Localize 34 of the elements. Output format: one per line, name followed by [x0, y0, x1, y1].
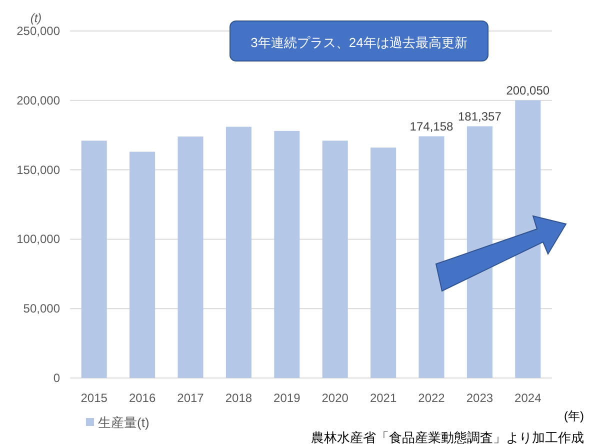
annotation: 3年連続プラス、24年は過去最高更新: [250, 35, 468, 50]
x-tick-label: 2015: [80, 391, 108, 405]
bar: [322, 140, 348, 378]
x-tick-label: 2016: [128, 391, 156, 405]
bar: [81, 140, 107, 378]
x-tick-label: 2022: [418, 391, 446, 405]
y-tick-label: 250,000: [16, 24, 60, 38]
x-tick-label: 2021: [370, 391, 397, 405]
y-tick-label: 50,000: [23, 302, 60, 316]
x-tick-label: 2024: [514, 391, 542, 405]
x-axis-title: (年): [564, 409, 584, 423]
text: 農林水産省「食品産業動態調査」より加工作成: [311, 430, 584, 445]
bar: [178, 136, 204, 378]
bar: [130, 152, 156, 378]
data-label: 181,357: [458, 109, 502, 124]
y-axis-title: (t): [30, 11, 42, 25]
bar: [370, 148, 396, 378]
legend-label: 生産量(t): [98, 415, 150, 430]
bar: [274, 130, 300, 378]
y-tick-label: 0: [53, 371, 60, 385]
x-tick-label: 2020: [322, 391, 349, 405]
y-tick-label: 200,000: [16, 93, 60, 108]
x-tick-label: 2017: [177, 391, 204, 405]
bar: [418, 136, 444, 378]
x-tick-label: 2019: [274, 391, 301, 405]
data-label: 200,050: [506, 83, 550, 98]
x-tick-label: 2023: [466, 391, 494, 405]
x-tick-label: 2018: [225, 391, 252, 405]
bar: [466, 126, 492, 378]
y-tick-label: 150,000: [16, 162, 60, 177]
bar: [515, 100, 541, 378]
data-label: 174,158: [410, 119, 454, 134]
y-tick-label: 100,000: [16, 232, 60, 246]
bar: [226, 126, 252, 378]
